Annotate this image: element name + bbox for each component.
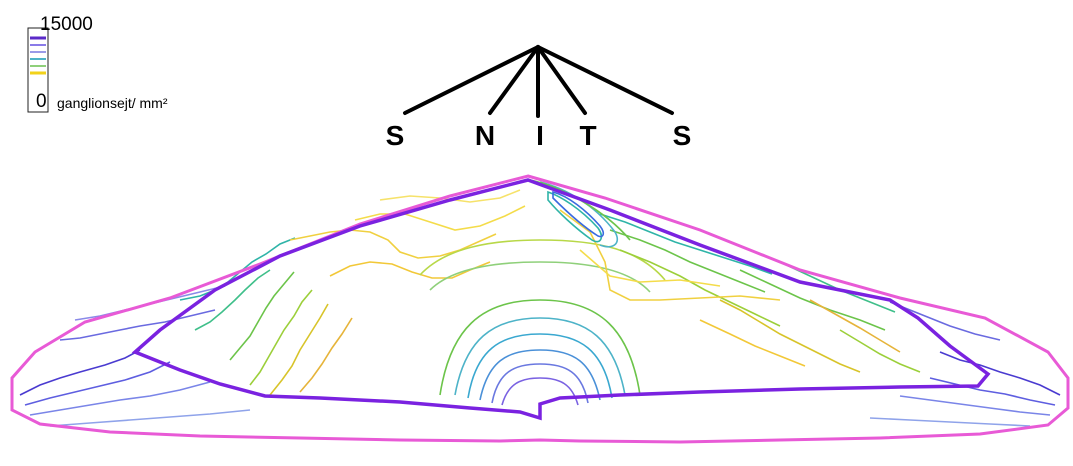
direction-label-temporal: T (579, 120, 597, 151)
direction-label-superior-left: S (385, 120, 405, 151)
direction-label-nasal: N (474, 120, 496, 151)
orientation-spokes (403, 45, 674, 118)
legend-color-bar (27, 27, 49, 113)
legend-max-label: 15000 (40, 14, 93, 35)
direction-label-superior-right: S (672, 120, 692, 151)
density-contours (19, 179, 1061, 427)
legend-unit-label: ganglionsejt/ mm² (57, 95, 168, 111)
direction-label-inferior: I (536, 120, 544, 151)
legend-min-label: 0 (36, 91, 47, 112)
outer-boundary (10, 174, 1070, 444)
inner-boundary (131, 178, 991, 421)
